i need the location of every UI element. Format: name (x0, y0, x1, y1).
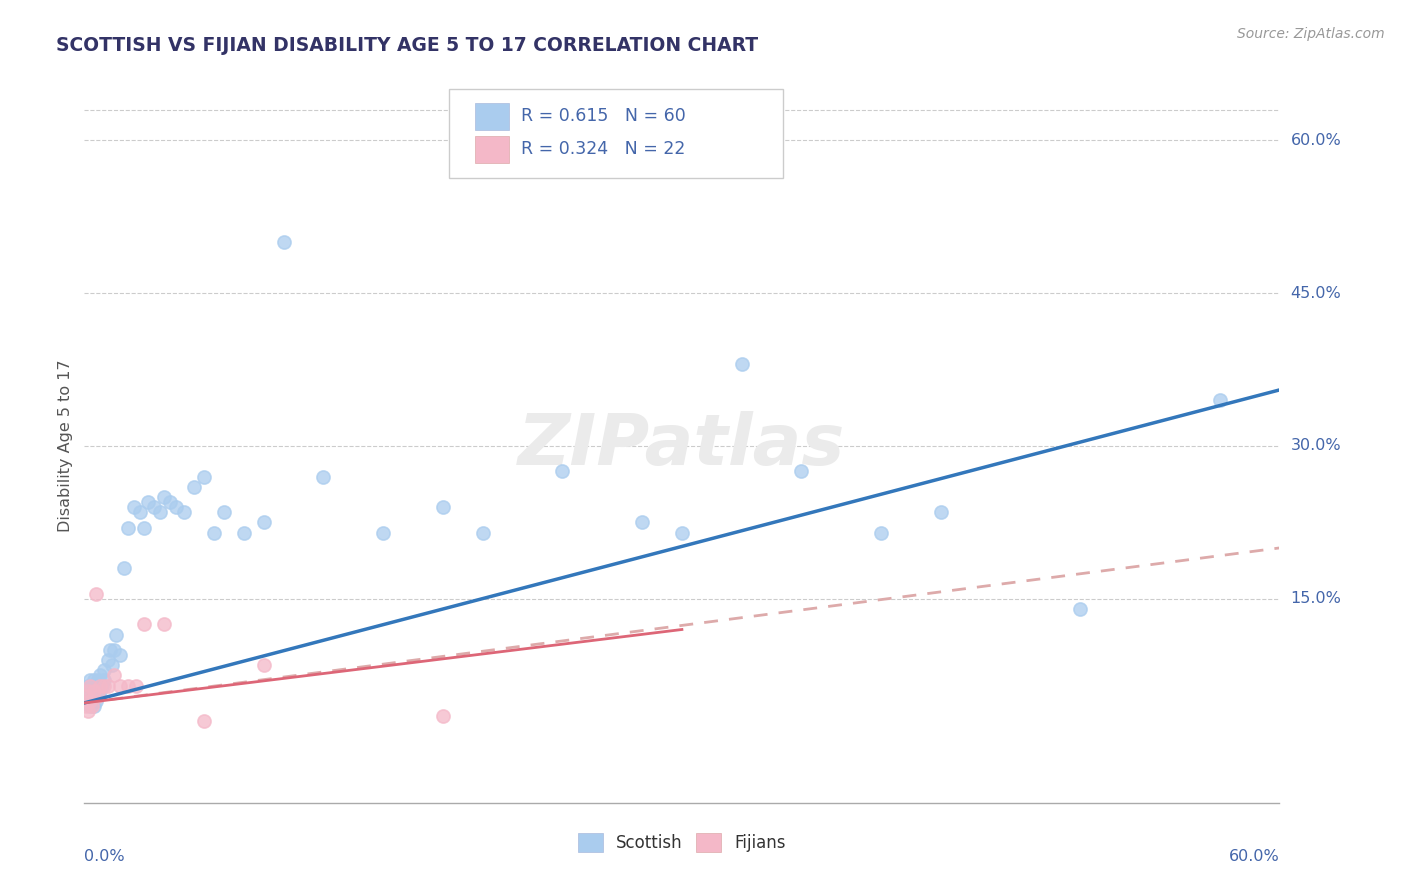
Point (83, 673, 105, 688)
Point (91, 679, 114, 693)
Point (98, 643, 121, 657)
Point (93, 679, 115, 693)
Point (870, 525, 893, 540)
Point (1209, 393, 1232, 408)
Text: 0.0%: 0.0% (84, 849, 125, 864)
Point (89, 683, 111, 698)
Point (432, 500, 454, 515)
Point (79, 694, 101, 708)
Point (312, 469, 335, 483)
Point (79, 698, 101, 713)
Text: 60.0%: 60.0% (1291, 133, 1341, 148)
Point (112, 561, 135, 575)
Point (86, 679, 108, 693)
Point (212, 505, 235, 519)
Text: R = 0.615   N = 60: R = 0.615 N = 60 (520, 107, 685, 125)
Point (159, 495, 181, 509)
Point (93, 663, 115, 677)
Point (253, 516, 276, 530)
Point (97, 679, 120, 693)
Point (125, 679, 148, 693)
Point (77, 679, 100, 693)
Point (87, 689, 110, 703)
Point (82, 679, 104, 693)
Point (129, 505, 152, 519)
Point (105, 627, 128, 641)
Point (373, 525, 395, 540)
Legend: Scottish, Fijians: Scottish, Fijians (571, 827, 793, 859)
Point (173, 505, 195, 519)
Y-axis label: Disability Age 5 to 17: Disability Age 5 to 17 (58, 359, 73, 533)
Point (93, 673, 115, 688)
Point (79, 673, 101, 688)
Text: R = 0.324   N = 22: R = 0.324 N = 22 (520, 140, 685, 158)
Point (232, 525, 254, 540)
Point (1069, 602, 1091, 616)
Point (110, 648, 132, 662)
Point (183, 480, 205, 494)
Point (471, 525, 494, 540)
FancyBboxPatch shape (475, 136, 509, 162)
Point (122, 500, 145, 515)
Point (117, 679, 139, 693)
Text: 45.0%: 45.0% (1291, 285, 1341, 301)
Point (79, 679, 101, 693)
Text: 60.0%: 60.0% (1229, 849, 1279, 864)
Point (253, 658, 276, 673)
Text: Source: ZipAtlas.com: Source: ZipAtlas.com (1237, 27, 1385, 41)
Point (731, 358, 754, 372)
Point (77, 694, 100, 708)
Point (193, 714, 215, 729)
Point (165, 500, 187, 515)
Point (97, 653, 120, 667)
Point (202, 525, 225, 540)
Point (79, 689, 101, 703)
Point (143, 500, 166, 515)
Point (193, 469, 215, 483)
Point (77, 704, 100, 718)
Point (75, 696, 97, 710)
Point (790, 465, 813, 479)
Point (75, 689, 97, 703)
Point (77, 683, 100, 698)
Point (86, 694, 108, 708)
Point (87, 689, 110, 703)
Text: SCOTTISH VS FIJIAN DISABILITY AGE 5 TO 17 CORRELATION CHART: SCOTTISH VS FIJIAN DISABILITY AGE 5 TO 1… (56, 36, 758, 54)
Text: ZIPatlas: ZIPatlas (519, 411, 845, 481)
Point (551, 465, 574, 479)
Point (75, 698, 97, 713)
Text: 30.0%: 30.0% (1291, 439, 1341, 453)
Point (117, 520, 139, 534)
Point (103, 643, 125, 657)
Point (83, 698, 105, 713)
FancyBboxPatch shape (449, 89, 783, 178)
Point (77, 683, 100, 698)
Point (89, 679, 111, 693)
Point (671, 525, 693, 540)
Point (132, 617, 156, 632)
Point (86, 587, 108, 601)
Point (153, 617, 176, 632)
Point (929, 505, 952, 519)
Point (103, 668, 125, 682)
Point (82, 698, 104, 713)
Text: 15.0%: 15.0% (1291, 591, 1341, 607)
Point (432, 709, 454, 723)
FancyBboxPatch shape (475, 103, 509, 130)
Point (89, 668, 111, 682)
Point (82, 694, 104, 708)
Point (87, 673, 110, 688)
Point (132, 520, 156, 534)
Point (101, 658, 124, 673)
Point (83, 683, 105, 698)
Point (631, 516, 654, 530)
Point (75, 689, 97, 703)
Point (273, 235, 295, 249)
Point (83, 683, 105, 698)
Point (110, 679, 132, 693)
Point (136, 495, 159, 509)
Point (149, 505, 172, 519)
Point (153, 490, 176, 504)
